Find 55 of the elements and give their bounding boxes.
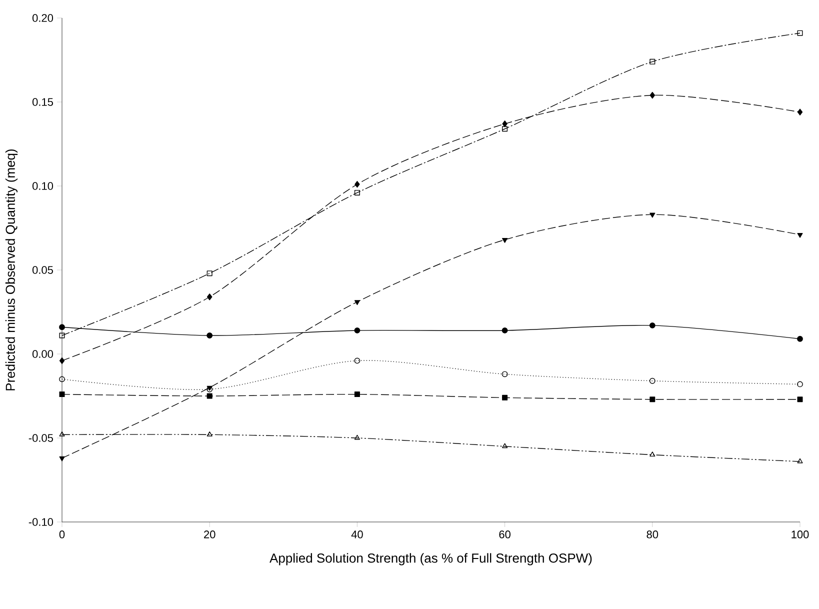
x-tick-label: 20 xyxy=(204,530,216,538)
y-tick-label: -0.10 xyxy=(28,518,54,526)
point xyxy=(354,300,360,306)
point xyxy=(59,376,65,382)
x-tick-label: 60 xyxy=(499,530,510,538)
x-tick-label: 40 xyxy=(351,530,363,538)
point xyxy=(502,371,508,378)
point xyxy=(502,443,508,448)
x-tick-label: 0 xyxy=(59,530,65,538)
point xyxy=(59,456,65,462)
y-tick-label: 0.20 xyxy=(32,14,54,22)
point xyxy=(502,328,508,334)
point xyxy=(206,431,212,436)
point xyxy=(797,336,803,342)
point xyxy=(207,294,212,300)
point xyxy=(59,324,65,330)
x-tick-label: 80 xyxy=(646,530,658,538)
y-tick-label: 0.05 xyxy=(32,266,53,274)
point xyxy=(797,458,803,464)
point xyxy=(650,396,656,402)
point xyxy=(354,328,360,334)
point xyxy=(502,238,508,243)
y-tick-label: 0.15 xyxy=(32,98,53,106)
point xyxy=(502,394,508,400)
point xyxy=(649,378,656,384)
point xyxy=(354,190,360,196)
point xyxy=(650,92,655,99)
point xyxy=(797,30,803,36)
point xyxy=(354,392,360,398)
y-axis-title: Predicted minus Observed Quantity (meq) xyxy=(5,149,18,390)
point xyxy=(206,332,213,338)
point xyxy=(354,434,360,440)
point xyxy=(650,212,656,218)
point xyxy=(59,431,65,436)
point xyxy=(502,126,508,132)
y-tick-label: 0.00 xyxy=(32,350,54,358)
point xyxy=(354,358,360,364)
y-tick-label: -0.05 xyxy=(28,434,53,442)
point xyxy=(649,322,656,328)
x-tick-label: 100 xyxy=(792,530,809,538)
point xyxy=(650,452,656,457)
point xyxy=(59,392,65,398)
point xyxy=(59,357,65,364)
point xyxy=(206,270,212,276)
point xyxy=(797,381,803,388)
point xyxy=(59,332,65,338)
point xyxy=(502,120,508,128)
point xyxy=(797,108,803,116)
point xyxy=(797,232,803,238)
x-axis-title: Applied Solution Strength (as % of Full Strength OSPW) xyxy=(270,553,592,566)
point xyxy=(354,180,360,188)
y-tick-label: 0.10 xyxy=(32,182,54,190)
point xyxy=(650,58,656,64)
point xyxy=(797,396,803,402)
point xyxy=(206,393,212,399)
